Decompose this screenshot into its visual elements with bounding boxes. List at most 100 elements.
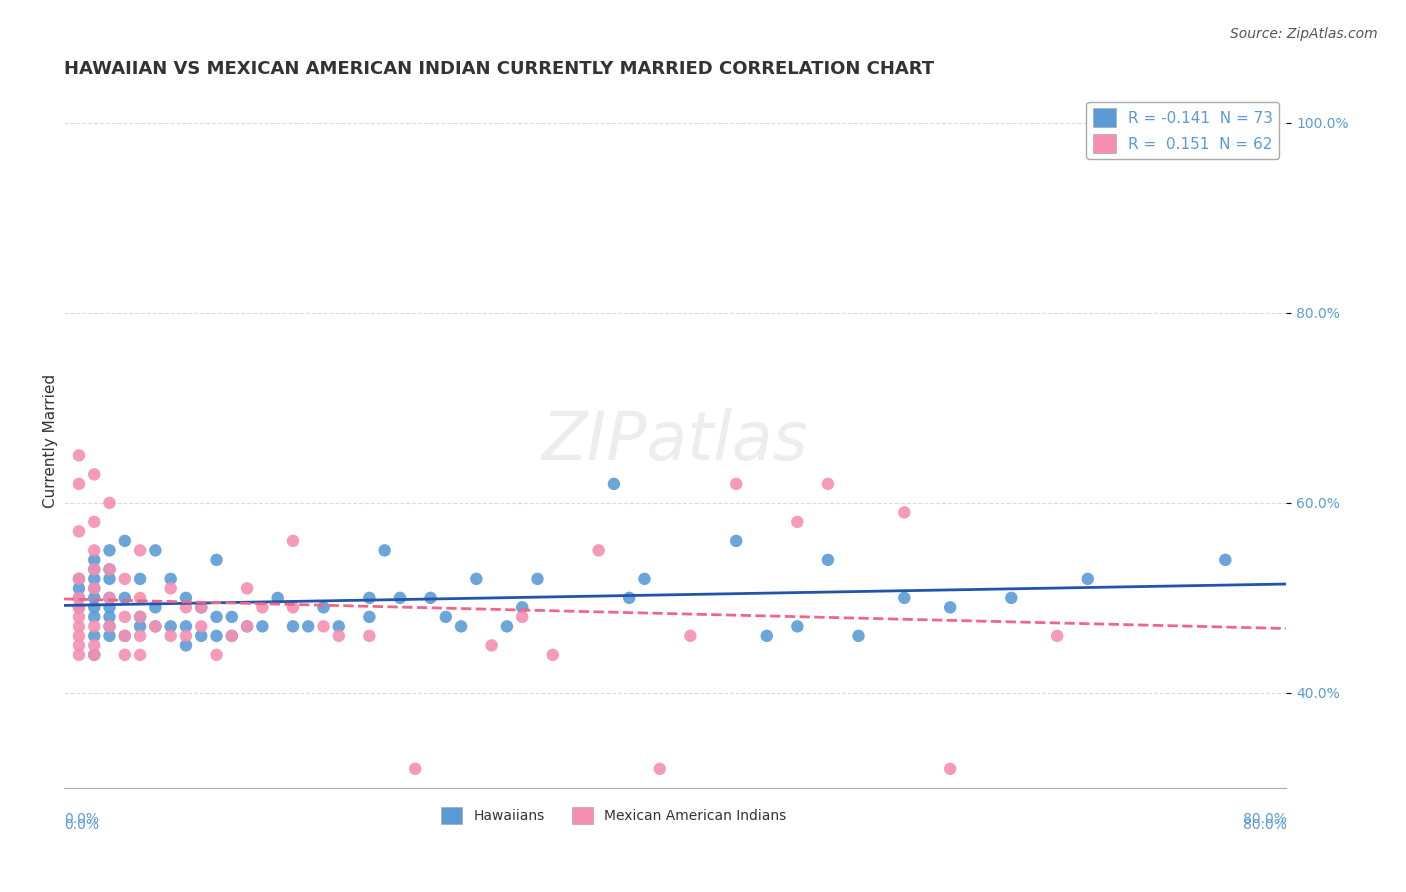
- Point: [725, 533, 748, 548]
- Point: [67, 629, 90, 643]
- Point: [83, 648, 105, 662]
- Point: [221, 629, 243, 643]
- Point: [374, 543, 396, 558]
- Point: [174, 639, 197, 653]
- Point: [221, 610, 243, 624]
- Point: [328, 629, 350, 643]
- Point: [939, 600, 962, 615]
- Point: [419, 591, 441, 605]
- Point: [281, 533, 304, 548]
- Text: 80.0%: 80.0%: [1243, 812, 1286, 826]
- Point: [145, 600, 167, 615]
- Point: [159, 572, 181, 586]
- Point: [297, 619, 319, 633]
- Point: [648, 762, 671, 776]
- Point: [526, 572, 548, 586]
- Point: [129, 543, 152, 558]
- Point: [190, 600, 212, 615]
- Point: [67, 524, 90, 539]
- Point: [190, 619, 212, 633]
- Point: [129, 629, 152, 643]
- Point: [98, 591, 121, 605]
- Point: [83, 553, 105, 567]
- Point: [83, 467, 105, 482]
- Text: HAWAIIAN VS MEXICAN AMERICAN INDIAN CURRENTLY MARRIED CORRELATION CHART: HAWAIIAN VS MEXICAN AMERICAN INDIAN CURR…: [63, 60, 934, 78]
- Point: [328, 619, 350, 633]
- Point: [129, 591, 152, 605]
- Point: [145, 619, 167, 633]
- Text: 0.0%: 0.0%: [63, 818, 98, 832]
- Point: [1215, 553, 1237, 567]
- Point: [450, 619, 472, 633]
- Point: [83, 543, 105, 558]
- Point: [359, 591, 381, 605]
- Point: [83, 582, 105, 596]
- Point: [603, 476, 626, 491]
- Point: [83, 629, 105, 643]
- Point: [98, 591, 121, 605]
- Point: [755, 629, 778, 643]
- Point: [236, 619, 259, 633]
- Point: [159, 619, 181, 633]
- Point: [98, 496, 121, 510]
- Point: [174, 591, 197, 605]
- Point: [633, 572, 655, 586]
- Point: [83, 572, 105, 586]
- Point: [67, 600, 90, 615]
- Point: [786, 515, 808, 529]
- Point: [1046, 629, 1069, 643]
- Point: [205, 553, 228, 567]
- Point: [205, 610, 228, 624]
- Point: [129, 610, 152, 624]
- Point: [98, 619, 121, 633]
- Point: [266, 591, 288, 605]
- Point: [67, 591, 90, 605]
- Point: [83, 600, 105, 615]
- Point: [83, 582, 105, 596]
- Point: [159, 629, 181, 643]
- Y-axis label: Currently Married: Currently Married: [44, 374, 58, 508]
- Point: [67, 582, 90, 596]
- Point: [312, 619, 335, 633]
- Point: [481, 639, 503, 653]
- Point: [129, 572, 152, 586]
- Point: [98, 610, 121, 624]
- Point: [114, 629, 136, 643]
- Point: [205, 648, 228, 662]
- Point: [312, 600, 335, 615]
- Point: [679, 629, 702, 643]
- Point: [174, 600, 197, 615]
- Point: [67, 648, 90, 662]
- Point: [83, 639, 105, 653]
- Point: [67, 449, 90, 463]
- Point: [893, 591, 915, 605]
- Point: [114, 610, 136, 624]
- Point: [174, 629, 197, 643]
- Point: [434, 610, 457, 624]
- Point: [83, 562, 105, 576]
- Point: [83, 619, 105, 633]
- Point: [190, 600, 212, 615]
- Point: [98, 629, 121, 643]
- Point: [252, 600, 274, 615]
- Point: [114, 572, 136, 586]
- Point: [619, 591, 641, 605]
- Point: [236, 582, 259, 596]
- Point: [236, 619, 259, 633]
- Point: [67, 619, 90, 633]
- Point: [159, 582, 181, 596]
- Point: [83, 515, 105, 529]
- Text: ZIPatlas: ZIPatlas: [541, 409, 808, 475]
- Text: 80.0%: 80.0%: [1243, 818, 1286, 832]
- Point: [465, 572, 488, 586]
- Point: [98, 562, 121, 576]
- Point: [190, 629, 212, 643]
- Point: [205, 629, 228, 643]
- Point: [939, 762, 962, 776]
- Point: [893, 505, 915, 519]
- Point: [98, 543, 121, 558]
- Point: [114, 591, 136, 605]
- Point: [281, 619, 304, 633]
- Point: [174, 619, 197, 633]
- Point: [404, 762, 426, 776]
